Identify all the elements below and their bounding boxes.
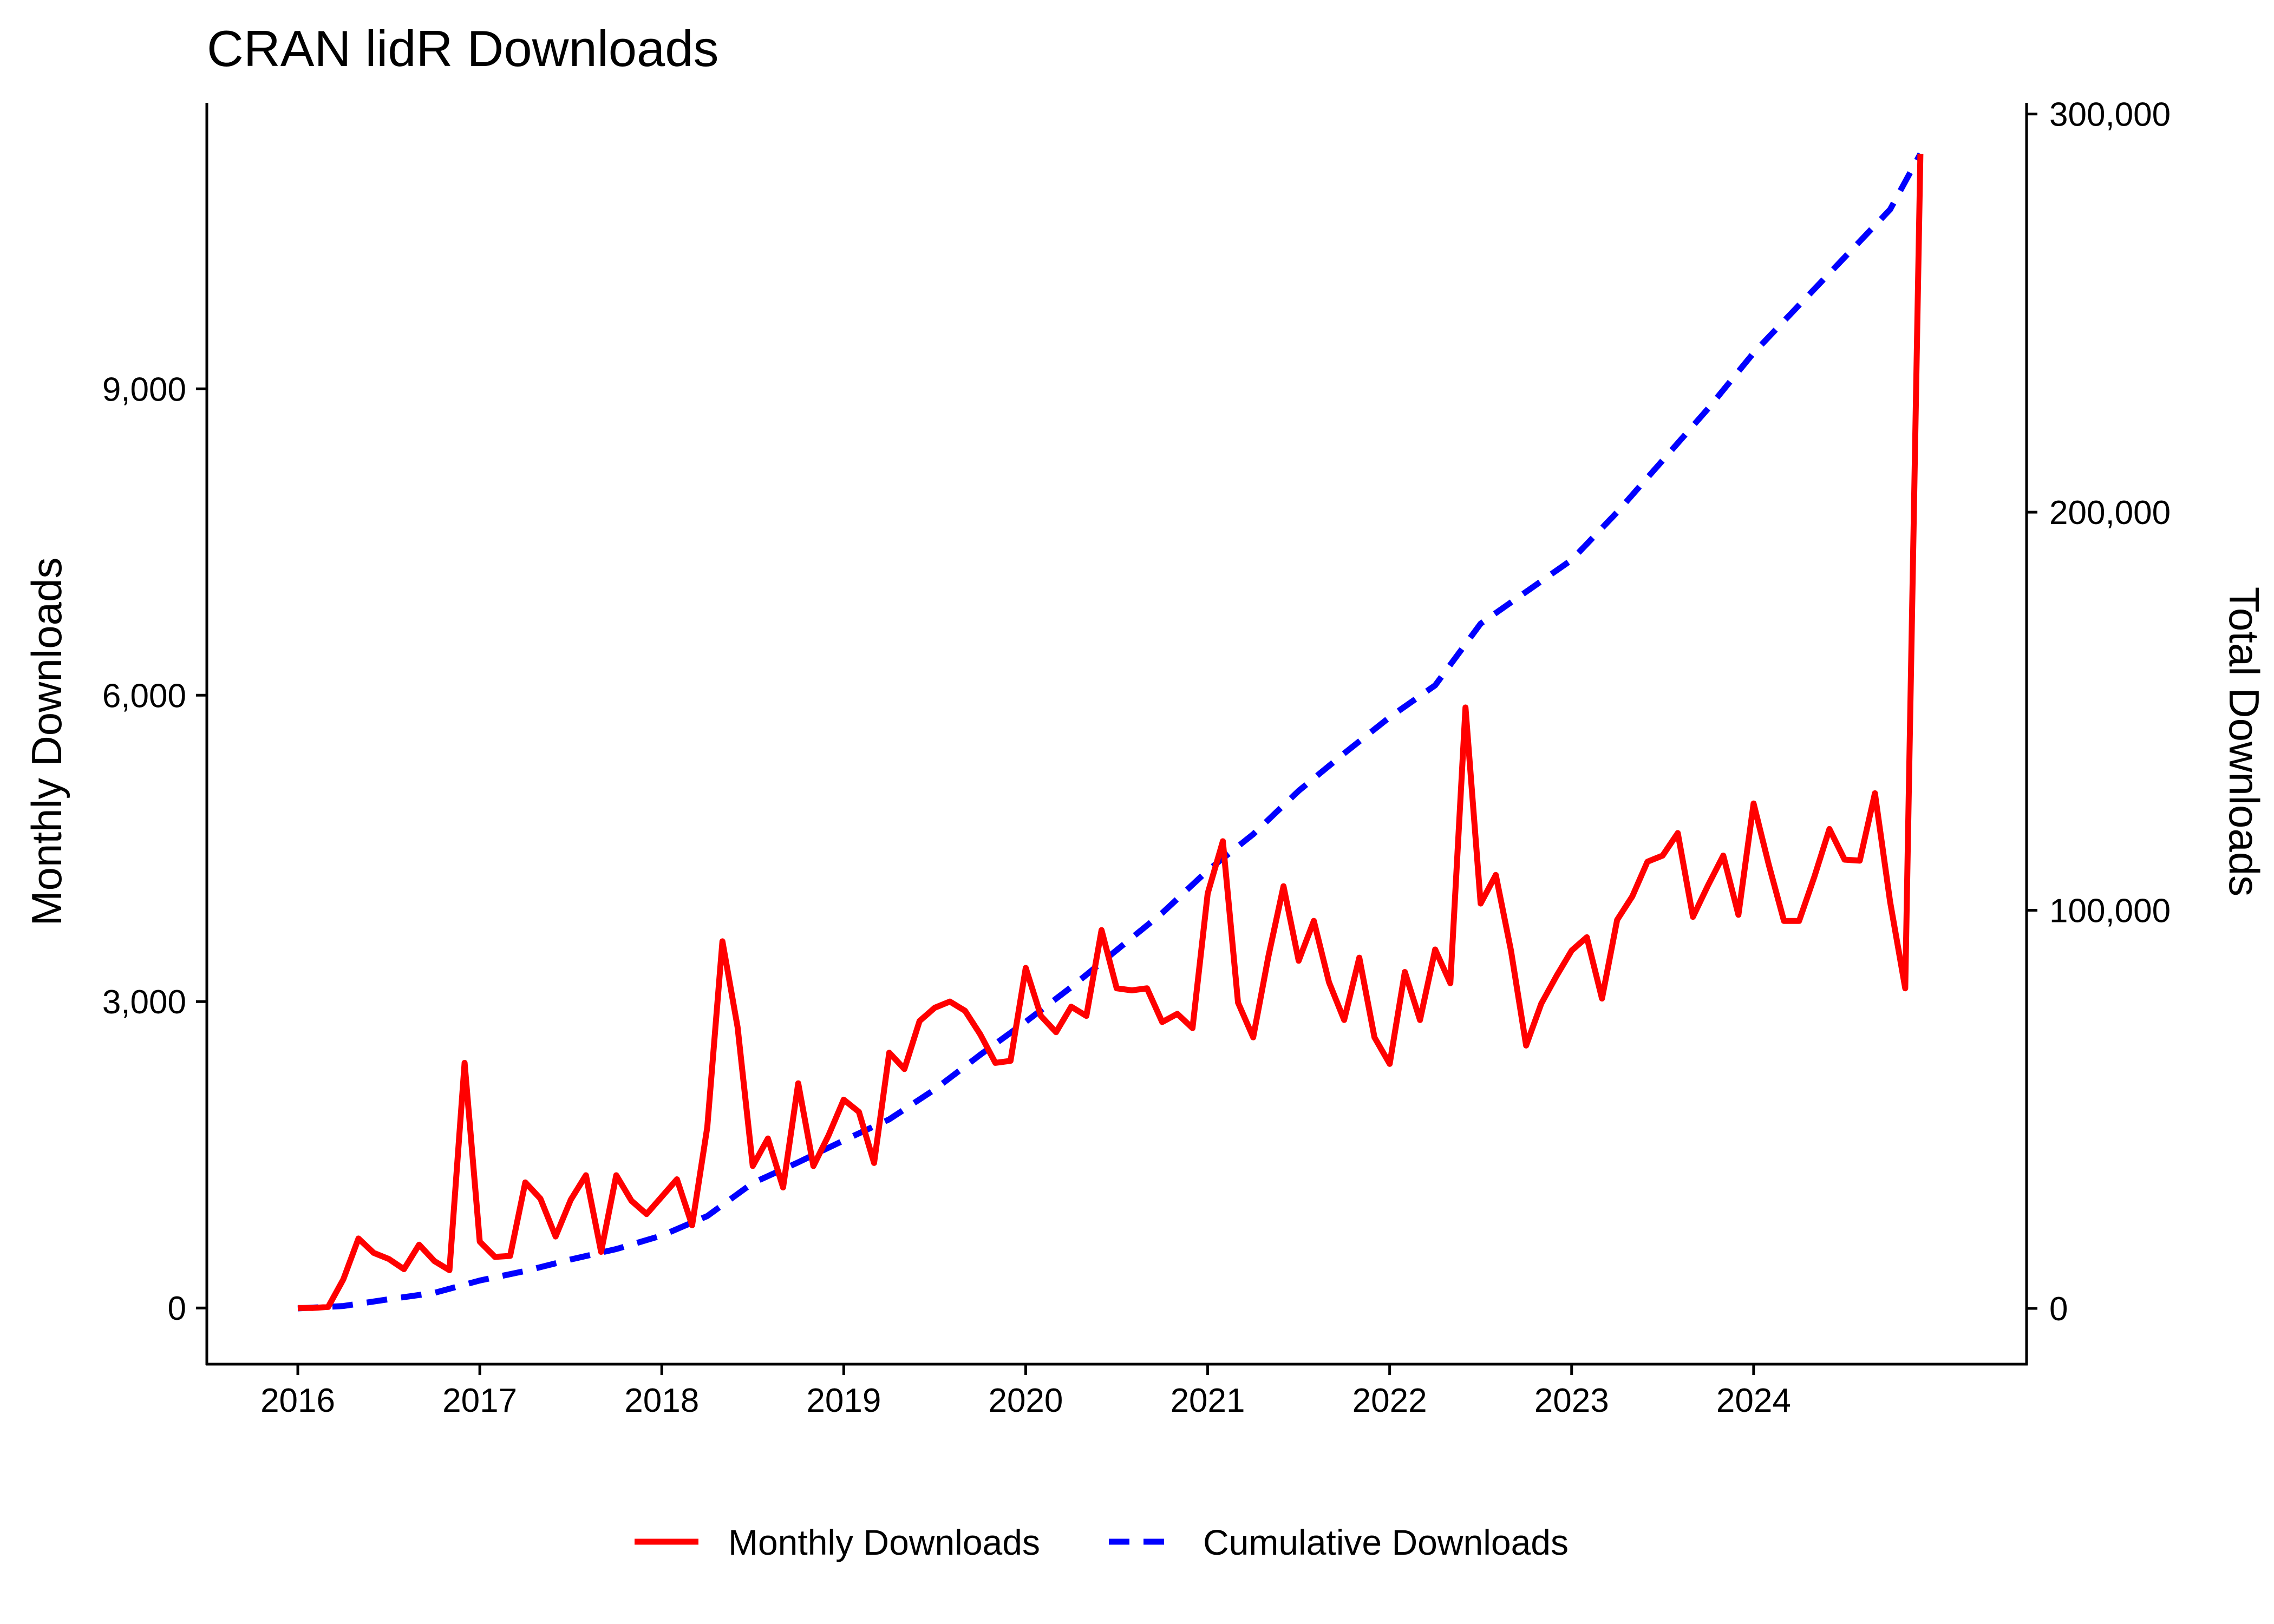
y-tick-label: 6,000	[102, 677, 186, 715]
x-tick-label: 2022	[1352, 1382, 1427, 1419]
series-monthly-downloads-line	[298, 154, 1924, 1311]
legend: Monthly Downloads Cumulative Downloads	[635, 1522, 1569, 1562]
series-cumulative-downloads-line	[297, 152, 1923, 1312]
y-tick-label: 0	[168, 1290, 186, 1327]
x-tick-label: 2023	[1534, 1382, 1609, 1419]
series-layer	[297, 152, 1924, 1312]
axes: 0 3,000 6,000 9,000 0 100,000 200,000 300,000 20…	[102, 96, 2171, 1419]
y2-tick-label: 100,000	[2049, 893, 2171, 930]
x-tick-label: 2017	[442, 1382, 517, 1419]
x-tick-label: 2024	[1716, 1382, 1791, 1419]
y-tick-label: 3,000	[102, 984, 186, 1021]
x-tick-label: 2020	[988, 1382, 1063, 1419]
y-axis-title: Monthly Downloads	[23, 558, 70, 926]
legend-label-cumulative: Cumulative Downloads	[1203, 1522, 1569, 1562]
y2-tick-label: 300,000	[2049, 96, 2171, 134]
x-tick-label: 2018	[624, 1382, 699, 1419]
x-tick-label: 2021	[1171, 1382, 1245, 1419]
y-tick-label: 9,000	[102, 371, 186, 408]
y2-tick-label: 200,000	[2049, 494, 2171, 532]
x-tick-label: 2016	[260, 1382, 335, 1419]
y2-axis-title: Total Downloads	[2220, 587, 2268, 896]
legend-label-monthly: Monthly Downloads	[728, 1522, 1040, 1562]
y2-tick-label: 0	[2049, 1291, 2068, 1328]
chart-title: CRAN lidR Downloads	[207, 20, 719, 77]
x-tick-label: 2019	[806, 1382, 881, 1419]
